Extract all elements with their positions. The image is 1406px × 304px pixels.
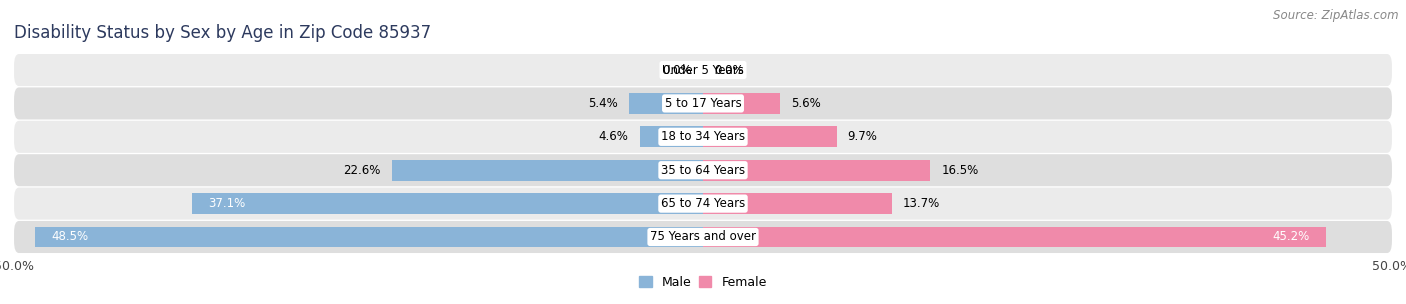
FancyBboxPatch shape [14,221,1392,253]
FancyBboxPatch shape [14,154,1392,186]
FancyBboxPatch shape [14,54,1392,86]
Text: Under 5 Years: Under 5 Years [662,64,744,77]
Text: 18 to 34 Years: 18 to 34 Years [661,130,745,143]
Text: 0.0%: 0.0% [662,64,692,77]
Text: 37.1%: 37.1% [208,197,246,210]
Text: 48.5%: 48.5% [51,230,89,244]
Text: 65 to 74 Years: 65 to 74 Years [661,197,745,210]
Legend: Male, Female: Male, Female [634,271,772,294]
Text: 45.2%: 45.2% [1272,230,1309,244]
Text: 9.7%: 9.7% [848,130,877,143]
Text: 0.0%: 0.0% [714,64,744,77]
Text: Source: ZipAtlas.com: Source: ZipAtlas.com [1274,9,1399,22]
Text: 5.6%: 5.6% [792,97,821,110]
Bar [703,160,931,181]
Text: 13.7%: 13.7% [903,197,941,210]
Bar [628,93,703,114]
Bar [703,227,1326,247]
Text: 75 Years and over: 75 Years and over [650,230,756,244]
FancyBboxPatch shape [14,121,1392,153]
Bar [703,193,891,214]
Bar [35,227,703,247]
Text: Disability Status by Sex by Age in Zip Code 85937: Disability Status by Sex by Age in Zip C… [14,24,432,42]
Bar [392,160,703,181]
Text: 16.5%: 16.5% [942,164,979,177]
FancyBboxPatch shape [14,88,1392,119]
Bar [703,126,837,147]
FancyBboxPatch shape [14,188,1392,219]
Bar [640,126,703,147]
Text: 5 to 17 Years: 5 to 17 Years [665,97,741,110]
Text: 4.6%: 4.6% [599,130,628,143]
Bar [191,193,703,214]
Text: 35 to 64 Years: 35 to 64 Years [661,164,745,177]
Text: 22.6%: 22.6% [343,164,381,177]
Bar [703,93,780,114]
Text: 5.4%: 5.4% [588,97,617,110]
